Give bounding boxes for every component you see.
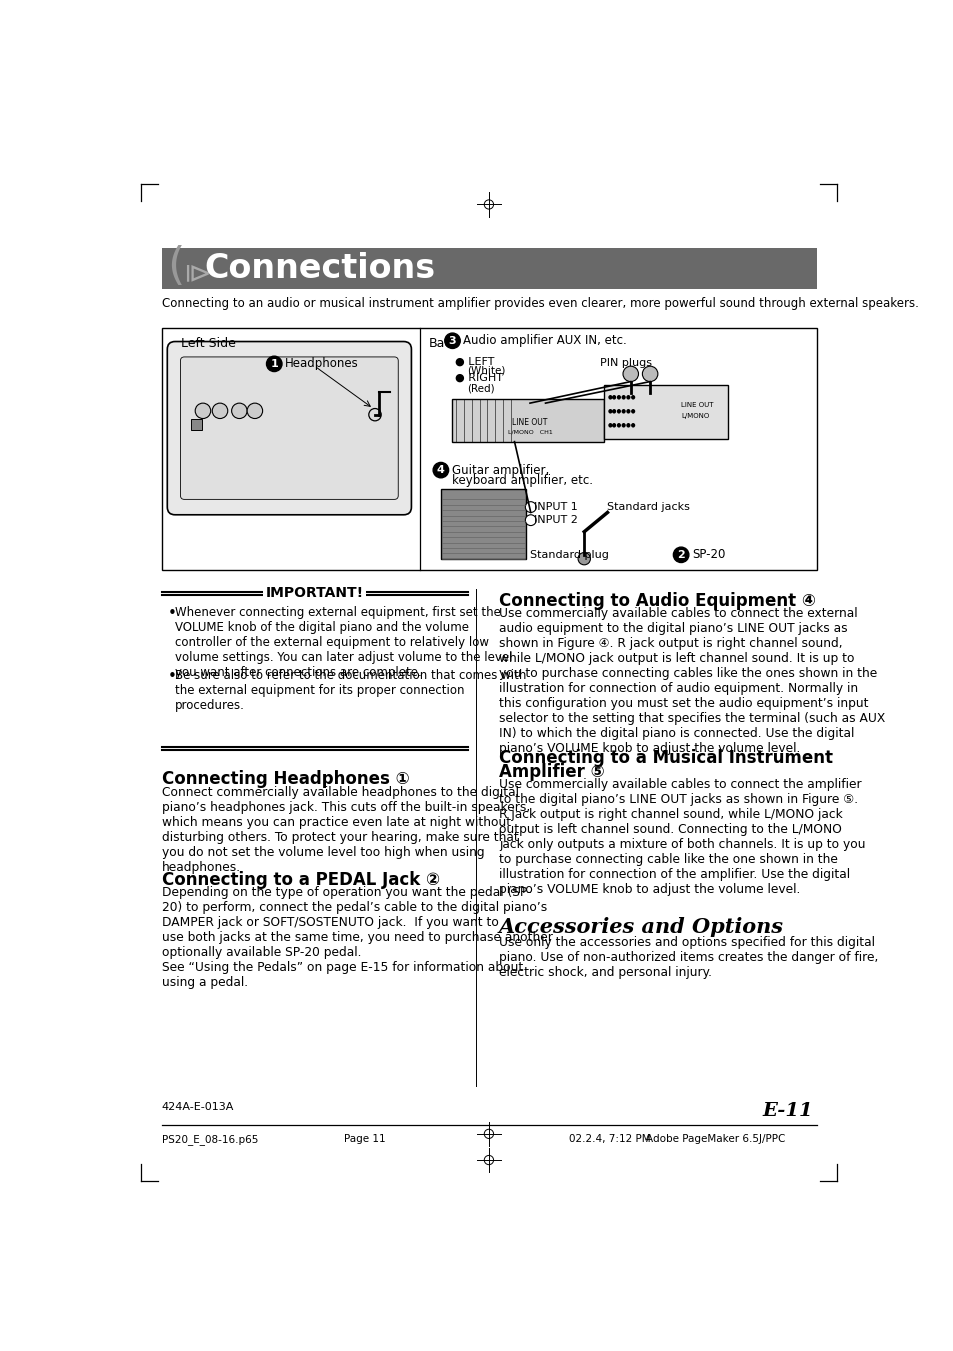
- Text: INPUT 1: INPUT 1: [534, 503, 577, 512]
- FancyBboxPatch shape: [180, 357, 397, 500]
- Text: Use only the accessories and options specified for this digital
piano. Use of no: Use only the accessories and options spe…: [498, 936, 878, 979]
- Text: Adobe PageMaker 6.5J/PPC: Adobe PageMaker 6.5J/PPC: [645, 1133, 785, 1144]
- Text: Left Side: Left Side: [181, 336, 236, 350]
- Text: E-11: E-11: [761, 1101, 812, 1120]
- Text: 3: 3: [448, 336, 456, 346]
- Text: Connecting to a Musical Instrument: Connecting to a Musical Instrument: [498, 748, 832, 767]
- Circle shape: [578, 553, 590, 565]
- FancyBboxPatch shape: [167, 342, 411, 515]
- Text: Connecting to a PEDAL Jack ②: Connecting to a PEDAL Jack ②: [162, 870, 439, 889]
- Text: Audio amplifier AUX IN, etc.: Audio amplifier AUX IN, etc.: [463, 334, 626, 347]
- Text: 4: 4: [436, 465, 444, 476]
- Circle shape: [673, 547, 688, 562]
- Text: ●●●●●●: ●●●●●●: [607, 423, 636, 427]
- Text: ⧐: ⧐: [183, 259, 211, 288]
- Text: L/MONO   CH1: L/MONO CH1: [507, 430, 552, 434]
- Text: 1: 1: [270, 359, 278, 369]
- Bar: [603, 385, 727, 439]
- Text: Standard jacks: Standard jacks: [607, 503, 690, 512]
- Text: SP-20: SP-20: [691, 549, 724, 561]
- Text: Standard plug: Standard plug: [530, 550, 608, 559]
- Circle shape: [195, 403, 211, 419]
- Text: Whenever connecting external equipment, first set the
VOLUME knob of the digital: Whenever connecting external equipment, …: [174, 605, 512, 678]
- Text: PS20_E_08-16.p65: PS20_E_08-16.p65: [162, 1133, 258, 1144]
- Text: •: •: [167, 669, 176, 684]
- Circle shape: [622, 366, 638, 381]
- Text: 424A-E-013A: 424A-E-013A: [162, 1101, 234, 1112]
- Text: ●●●●●●: ●●●●●●: [607, 394, 636, 400]
- Text: Use commercially available cables to connect the external
audio equipment to the: Use commercially available cables to con…: [498, 607, 884, 755]
- Text: Amplifier ⑤: Amplifier ⑤: [498, 763, 604, 781]
- Text: Use commercially available cables to connect the amplifier
to the digital piano’: Use commercially available cables to con…: [498, 778, 864, 896]
- Bar: [162, 249, 816, 289]
- Circle shape: [369, 408, 381, 422]
- Text: PIN plugs: PIN plugs: [599, 358, 651, 369]
- Circle shape: [433, 462, 448, 478]
- Circle shape: [525, 501, 536, 512]
- Bar: [162, 328, 816, 570]
- Text: Guitar amplifier,: Guitar amplifier,: [452, 463, 548, 477]
- Bar: [440, 489, 525, 559]
- Text: 02.2.4, 7:12 PM: 02.2.4, 7:12 PM: [568, 1133, 650, 1144]
- Text: Be sure also to refer to the documentation that comes with
the external equipmen: Be sure also to refer to the documentati…: [174, 669, 526, 712]
- Text: keyboard amplifier, etc.: keyboard amplifier, etc.: [452, 474, 592, 488]
- Text: L/MONO: L/MONO: [680, 413, 709, 419]
- Text: Accessories and Options: Accessories and Options: [498, 917, 783, 936]
- Text: IMPORTANT!: IMPORTANT!: [265, 586, 363, 600]
- Text: Page 11: Page 11: [344, 1133, 385, 1144]
- Text: (White): (White): [467, 365, 505, 376]
- Circle shape: [525, 515, 536, 526]
- Text: Headphones: Headphones: [285, 358, 358, 370]
- Circle shape: [232, 403, 247, 419]
- Text: LINE OUT: LINE OUT: [512, 417, 547, 427]
- Circle shape: [444, 334, 459, 349]
- Text: Back: Back: [429, 336, 459, 350]
- Circle shape: [641, 366, 658, 381]
- Text: (: (: [167, 245, 185, 288]
- Text: ●●●●●●: ●●●●●●: [607, 408, 636, 413]
- Bar: [452, 400, 603, 442]
- Text: 2: 2: [677, 550, 684, 559]
- Text: •: •: [167, 605, 176, 620]
- Circle shape: [266, 357, 282, 372]
- Text: ● RIGHT: ● RIGHT: [455, 373, 502, 384]
- Text: Connections: Connections: [204, 251, 436, 285]
- Text: LINE OUT: LINE OUT: [680, 401, 713, 408]
- Circle shape: [247, 403, 262, 419]
- Text: Connect commercially available headphones to the digital
piano’s headphones jack: Connect commercially available headphone…: [162, 786, 530, 874]
- Text: Connecting Headphones ①: Connecting Headphones ①: [162, 770, 409, 789]
- Text: INPUT 2: INPUT 2: [534, 515, 578, 526]
- Text: ● LEFT: ● LEFT: [455, 357, 494, 366]
- Text: (Red): (Red): [467, 384, 495, 393]
- Text: Depending on the type of operation you want the pedal (SP-
20) to perform, conne: Depending on the type of operation you w…: [162, 886, 552, 989]
- Text: Connecting to Audio Equipment ④: Connecting to Audio Equipment ④: [498, 592, 815, 609]
- Bar: [192, 419, 202, 430]
- Circle shape: [212, 403, 228, 419]
- Text: Connecting to an audio or musical instrument amplifier provides even clearer, mo: Connecting to an audio or musical instru…: [162, 297, 918, 309]
